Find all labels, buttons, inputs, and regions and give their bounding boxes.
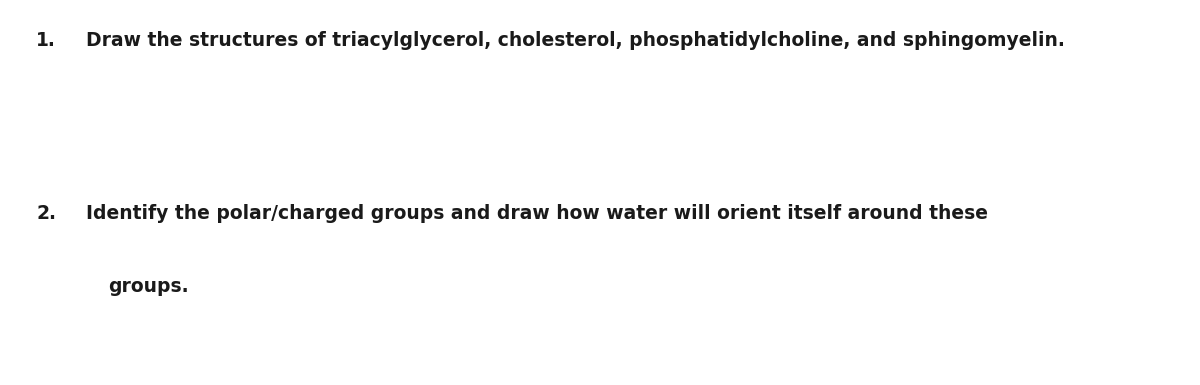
Text: Draw the structures of triacylglycerol, cholesterol, phosphatidylcholine, and sp: Draw the structures of triacylglycerol, … bbox=[86, 31, 1066, 50]
Text: 1.: 1. bbox=[36, 31, 56, 50]
Text: Identify the polar/charged groups and draw how water will orient itself around t: Identify the polar/charged groups and dr… bbox=[86, 204, 989, 223]
Text: groups.: groups. bbox=[108, 277, 188, 296]
Text: 2.: 2. bbox=[36, 204, 56, 223]
